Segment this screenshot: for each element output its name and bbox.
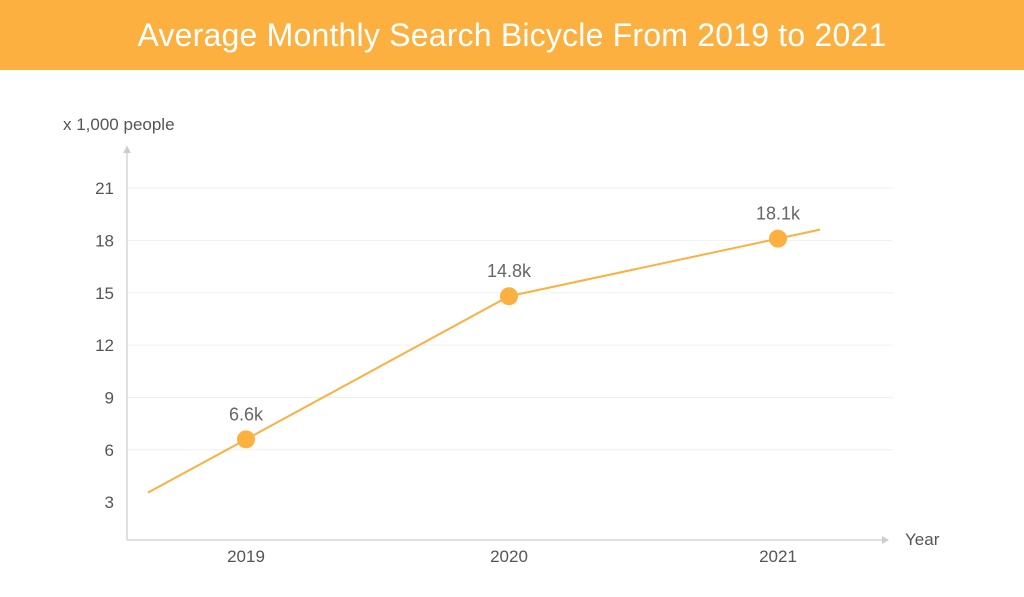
chart-title: Average Monthly Search Bicycle From 2019… — [137, 16, 887, 53]
data-label: 18.1k — [756, 204, 801, 224]
data-point — [237, 430, 255, 449]
y-axis-label: x 1,000 people — [63, 115, 175, 134]
data-point — [769, 229, 787, 248]
x-tick-label: 2020 — [490, 547, 528, 566]
y-tick-label: 15 — [95, 284, 114, 303]
x-axis-arrow-icon — [882, 536, 889, 544]
y-tick-label: 6 — [105, 441, 114, 460]
y-tick-label: 21 — [95, 179, 114, 198]
y-axis-arrow-icon — [123, 146, 131, 153]
x-tick-label: 2021 — [759, 547, 797, 566]
y-tick-label: 9 — [105, 388, 114, 407]
data-label: 14.8k — [487, 261, 532, 281]
grid-lines — [127, 187, 893, 451]
x-tick-labels: 2019 2020 2021 — [227, 547, 797, 566]
data-point — [500, 287, 518, 306]
series-line-group — [147, 228, 821, 494]
axes — [123, 146, 889, 544]
y-tick-label: 3 — [105, 493, 114, 512]
title-bar: Average Monthly Search Bicycle From 2019… — [0, 0, 1024, 70]
data-labels: 6.6k 14.8k 18.1k — [229, 204, 801, 425]
series-line — [147, 228, 821, 494]
x-tick-label: 2019 — [227, 547, 265, 566]
data-label: 6.6k — [229, 404, 264, 424]
y-tick-label: 18 — [95, 231, 114, 250]
y-tick-label: 12 — [95, 336, 114, 355]
y-tick-labels: 3 6 9 12 15 18 21 — [95, 179, 114, 512]
x-axis-label: Year — [905, 530, 940, 549]
data-points — [237, 229, 787, 449]
